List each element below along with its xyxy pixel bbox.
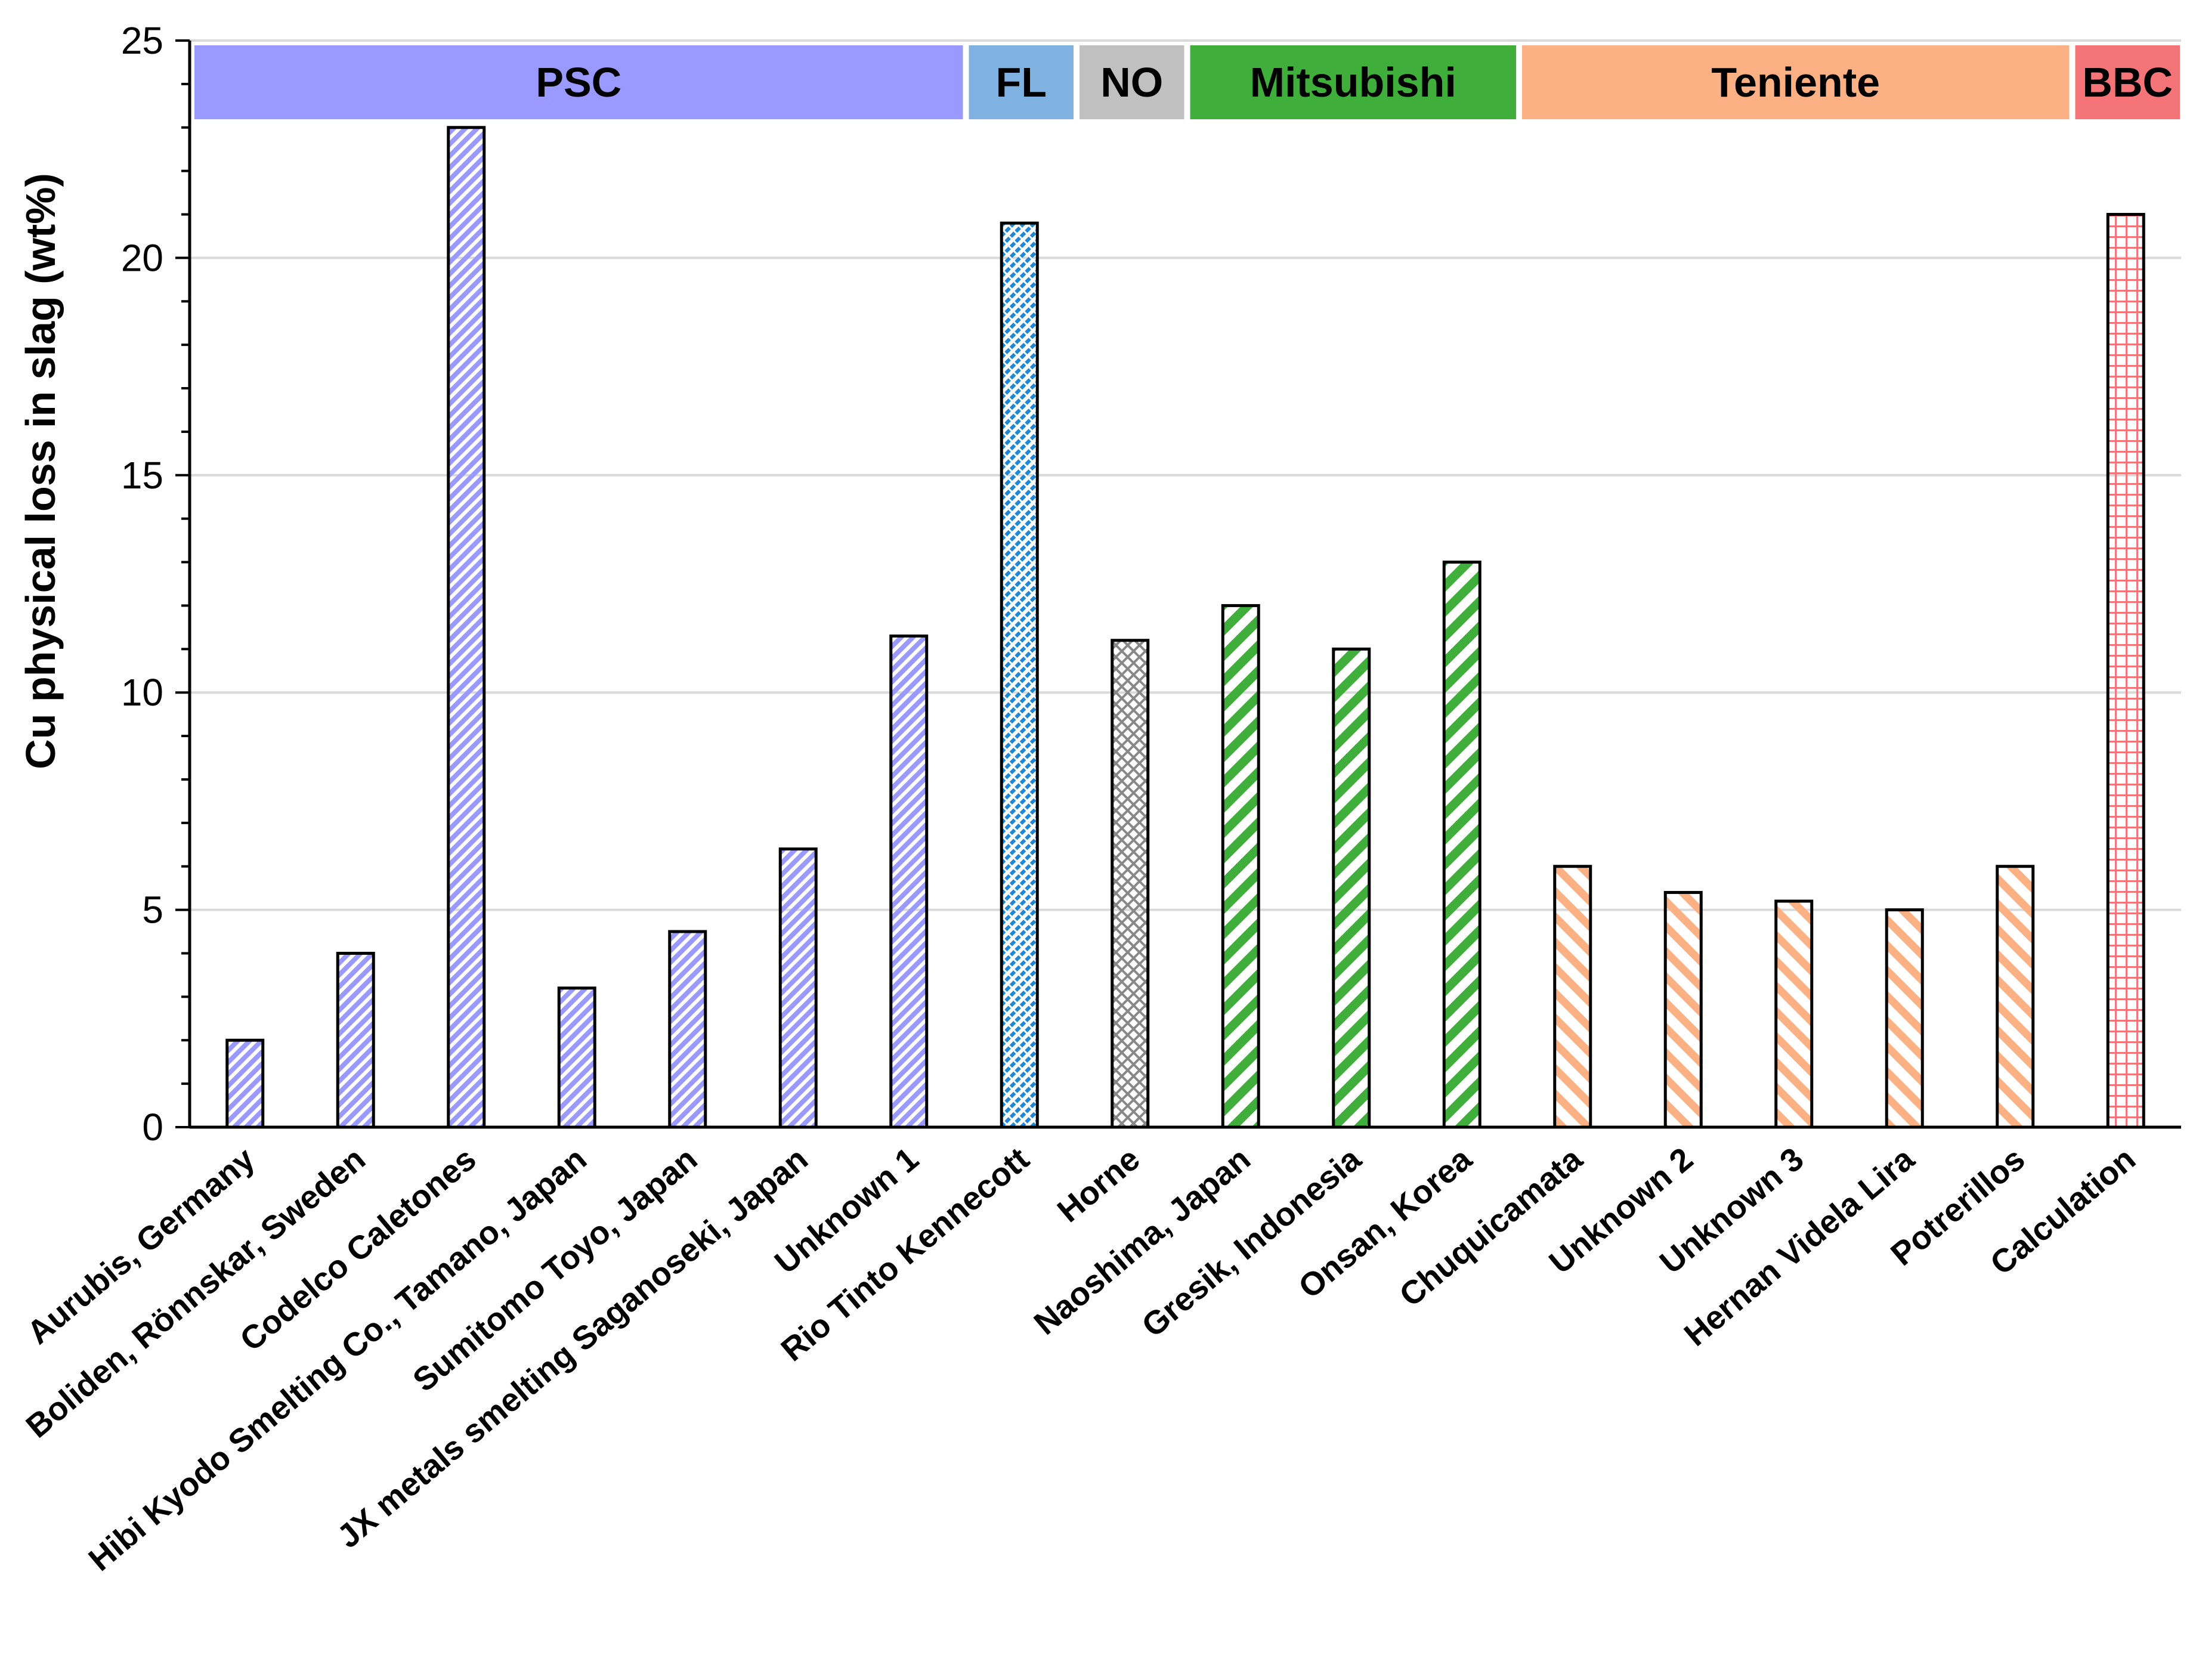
bar (1111, 639, 1150, 1129)
group-label-no: NO (1100, 59, 1163, 106)
y-axis-title: Cu physical loss in slag (wt%) (17, 173, 64, 769)
bar (1442, 561, 1481, 1129)
bar (668, 930, 707, 1129)
group-label-teniente: Teniente (1711, 59, 1880, 106)
bar (1000, 221, 1039, 1129)
bar (1553, 865, 1592, 1129)
y-tick-label: 5 (142, 889, 163, 932)
bar (1332, 647, 1371, 1129)
x-tick-label: Hibi Kyodo Smelting Co., Tamano, Japan (82, 1140, 593, 1578)
bar (336, 951, 375, 1129)
bar (447, 126, 486, 1129)
bar (1663, 890, 1703, 1129)
x-tick-label: Horne (1050, 1140, 1147, 1230)
group-label-psc: PSC (536, 59, 621, 106)
group-band-mitsubishi (1190, 45, 1516, 119)
bar (225, 1038, 265, 1129)
bar (889, 634, 929, 1129)
y-tick-label: 15 (121, 454, 163, 497)
x-tick-label: Chuquicamata (1392, 1140, 1589, 1313)
bar (778, 847, 818, 1129)
bar (2106, 213, 2145, 1129)
group-band-bbc (2075, 45, 2180, 119)
group-band-fl (969, 45, 1074, 119)
axes (175, 39, 2181, 1129)
bar (1221, 604, 1260, 1129)
y-tick-label: 20 (121, 236, 163, 279)
group-band-no (1080, 45, 1184, 119)
group-label-fl: FL (995, 59, 1047, 106)
y-tick-label: 25 (121, 19, 163, 62)
bar (557, 986, 596, 1129)
gridlines (190, 39, 2181, 911)
group-label-mitsubishi: Mitsubishi (1250, 59, 1456, 106)
y-tick-labels: 0 5 10 15 20 25 (121, 19, 163, 1149)
group-bands: PSC FL NO Mitsubishi Teniente BBC (194, 45, 2180, 119)
group-label-bbc: BBC (2082, 59, 2173, 106)
y-tick-label: 10 (121, 671, 163, 714)
bar (1774, 899, 1814, 1129)
y-tick-label: 0 (142, 1106, 163, 1149)
group-band-psc (194, 45, 963, 119)
group-band-teniente (1522, 45, 2070, 119)
bar (1996, 865, 2035, 1129)
bars (225, 126, 2145, 1129)
bar (1885, 908, 1924, 1129)
